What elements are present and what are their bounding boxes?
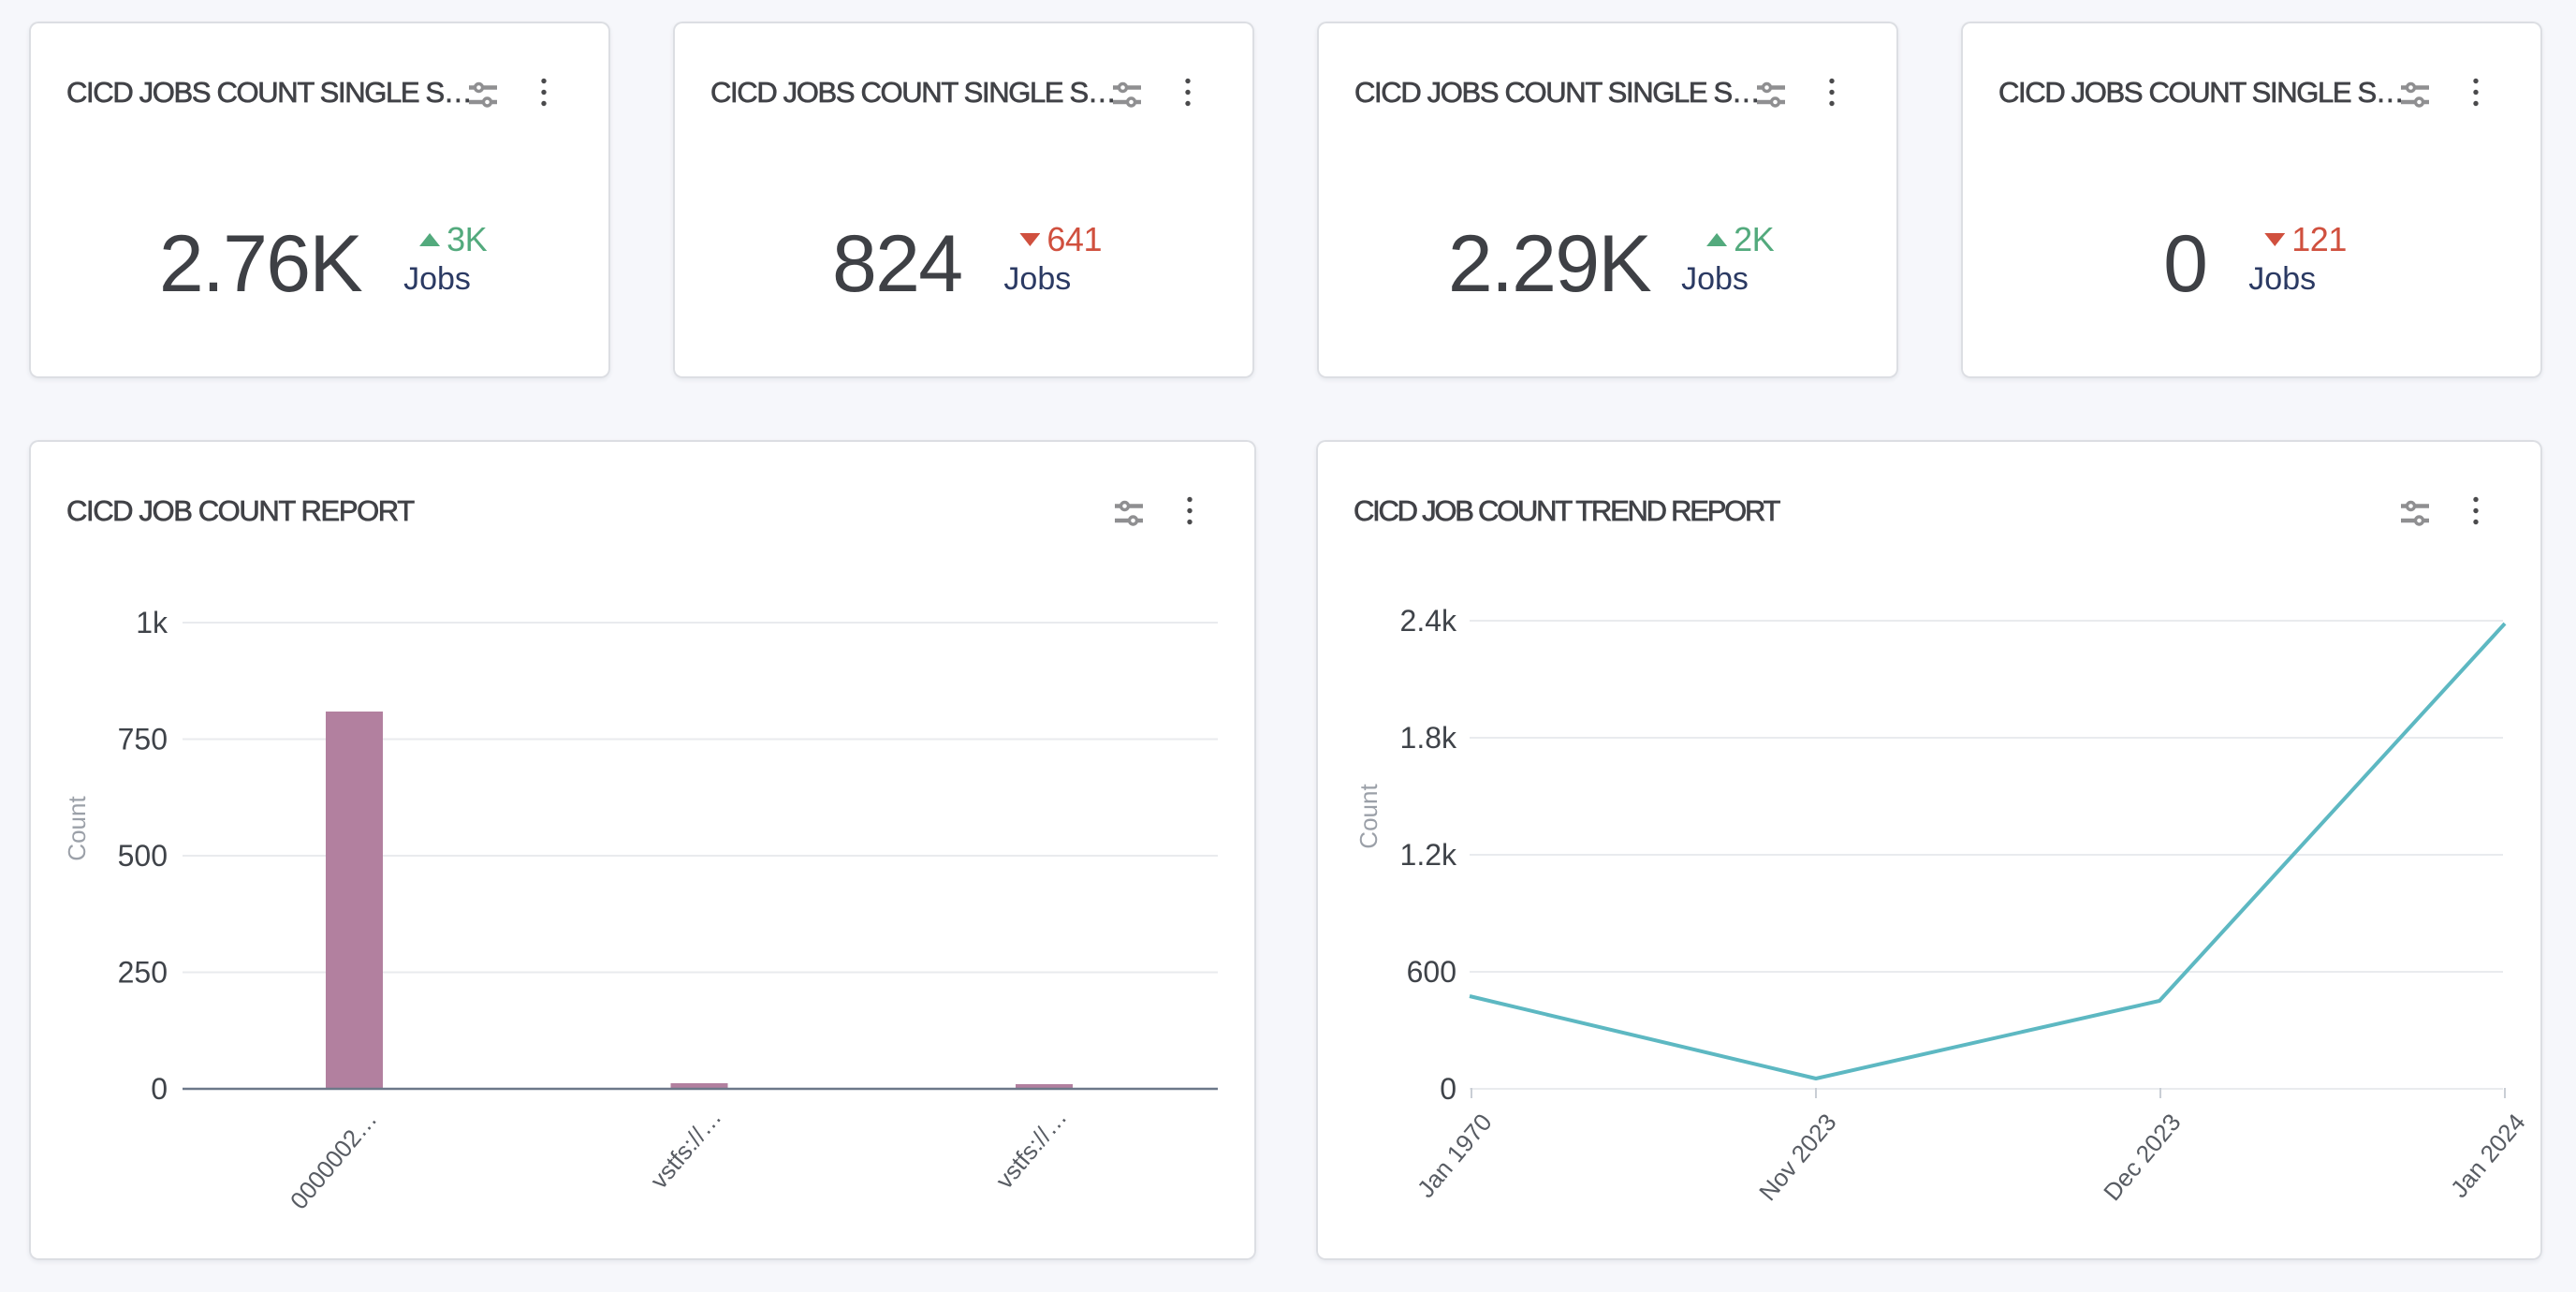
svg-text:1.8k: 1.8k (1400, 721, 1457, 755)
svg-text:vstfs://…: vstfs://… (645, 1104, 727, 1195)
svg-text:600: 600 (1407, 955, 1456, 989)
svg-text:0: 0 (151, 1072, 168, 1106)
svg-text:Nov 2023: Nov 2023 (1753, 1108, 1842, 1207)
svg-text:500: 500 (118, 839, 168, 873)
svg-text:1.2k: 1.2k (1400, 838, 1457, 872)
svg-text:250: 250 (118, 956, 168, 990)
svg-text:Jan 2024: Jan 2024 (2445, 1108, 2531, 1203)
svg-text:Count: Count (1354, 784, 1383, 849)
svg-text:750: 750 (118, 723, 168, 756)
svg-text:2.4k: 2.4k (1400, 604, 1457, 638)
svg-text:0000002…: 0000002… (285, 1106, 383, 1215)
svg-text:0: 0 (1440, 1072, 1456, 1106)
svg-text:1k: 1k (136, 606, 168, 639)
svg-text:Jan 1970: Jan 1970 (1412, 1108, 1498, 1203)
svg-text:Dec 2023: Dec 2023 (2098, 1108, 2187, 1207)
svg-text:vstfs://…: vstfs://… (990, 1104, 1073, 1195)
svg-text:Count: Count (63, 796, 91, 861)
